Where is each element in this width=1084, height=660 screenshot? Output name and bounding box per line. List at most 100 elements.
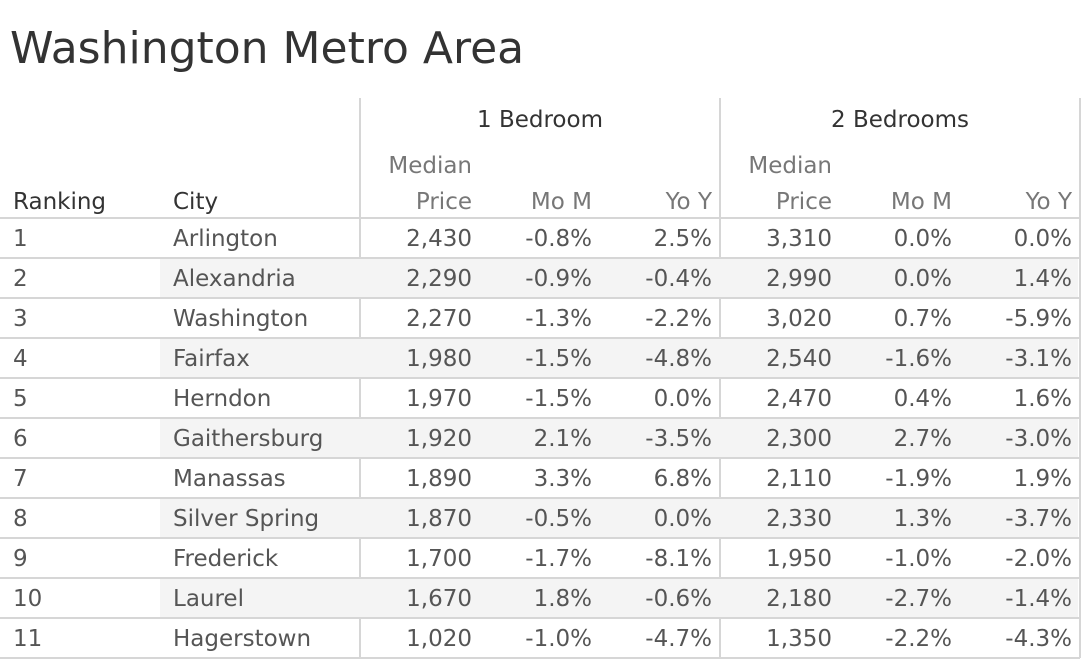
cell-2br-mom: 1.3% <box>893 506 952 532</box>
cell-2br-yoy: -3.7% <box>1005 506 1072 532</box>
cell-2br-yoy: 1.6% <box>1013 386 1072 412</box>
row-divider <box>0 617 1080 619</box>
cell-city: Manassas <box>173 466 286 492</box>
row-band <box>160 579 1078 619</box>
cell-2br-yoy: -2.0% <box>1005 546 1072 572</box>
cell-1br-mom: 1.8% <box>533 586 592 612</box>
cell-1br-price: 1,920 <box>406 426 472 452</box>
cell-2br-yoy: 1.4% <box>1013 266 1072 292</box>
row-divider <box>0 457 1080 459</box>
cell-rank: 8 <box>13 506 28 532</box>
cell-2br-price: 1,950 <box>766 546 832 572</box>
row-divider <box>0 417 1080 419</box>
header-median-top-1: Median <box>388 153 472 179</box>
row-divider <box>0 297 1080 299</box>
cell-city: Washington <box>173 306 309 332</box>
cell-1br-yoy: -3.5% <box>645 426 712 452</box>
group-header-2-bedrooms: 2 Bedrooms <box>831 107 969 133</box>
cell-city: Herndon <box>173 386 272 412</box>
cell-rank: 4 <box>13 346 28 372</box>
cell-1br-price: 2,290 <box>406 266 472 292</box>
cell-2br-mom: -1.0% <box>885 546 952 572</box>
cell-rank: 11 <box>13 626 43 652</box>
cell-1br-yoy: -0.4% <box>645 266 712 292</box>
cell-1br-mom: -0.9% <box>525 266 592 292</box>
page-title: Washington Metro Area <box>10 23 525 74</box>
cell-1br-yoy: 6.8% <box>653 466 712 492</box>
row-divider <box>0 577 1080 579</box>
cell-1br-price: 1,980 <box>406 346 472 372</box>
cell-1br-price: 2,430 <box>406 226 472 252</box>
cell-2br-mom: -1.9% <box>885 466 952 492</box>
cell-1br-mom: -1.5% <box>525 346 592 372</box>
cell-1br-mom: -0.5% <box>525 506 592 532</box>
cell-1br-yoy: -0.6% <box>645 586 712 612</box>
cell-1br-yoy: -2.2% <box>645 306 712 332</box>
header-underline-left <box>0 217 360 219</box>
cell-city: Silver Spring <box>173 506 320 532</box>
cell-rank: 5 <box>13 386 28 412</box>
cell-2br-price: 2,470 <box>766 386 832 412</box>
cell-2br-mom: 0.4% <box>893 386 952 412</box>
cell-2br-mom: 0.0% <box>893 226 952 252</box>
cell-2br-mom: 0.0% <box>893 266 952 292</box>
header-mom-1: Mo M <box>530 189 592 215</box>
row-divider <box>0 497 1080 499</box>
cell-1br-mom: -1.0% <box>525 626 592 652</box>
cell-2br-yoy: -5.9% <box>1005 306 1072 332</box>
group-header-1-bedroom: 1 Bedroom <box>477 107 603 133</box>
header-price-2: Price <box>775 189 832 215</box>
cell-2br-yoy: 1.9% <box>1013 466 1072 492</box>
cell-2br-price: 3,310 <box>766 226 832 252</box>
cell-rank: 3 <box>13 306 28 332</box>
cell-rank: 7 <box>13 466 28 492</box>
row-divider <box>0 257 1080 259</box>
cell-2br-yoy: -1.4% <box>1005 586 1072 612</box>
cell-city: Fairfax <box>173 346 250 372</box>
cell-rank: 1 <box>13 226 28 252</box>
cell-2br-mom: 2.7% <box>893 426 952 452</box>
cell-1br-price: 1,970 <box>406 386 472 412</box>
cell-city: Arlington <box>173 226 278 252</box>
cell-1br-price: 1,020 <box>406 626 472 652</box>
cell-2br-price: 3,020 <box>766 306 832 332</box>
cell-rank: 9 <box>13 546 28 572</box>
cell-city: Gaithersburg <box>173 426 324 452</box>
cell-1br-yoy: -8.1% <box>645 546 712 572</box>
cell-2br-price: 2,540 <box>766 346 832 372</box>
cell-city: Hagerstown <box>173 626 312 652</box>
cell-1br-price: 1,670 <box>406 586 472 612</box>
row-band <box>160 419 1078 459</box>
cell-1br-yoy: -4.8% <box>645 346 712 372</box>
cell-2br-price: 2,990 <box>766 266 832 292</box>
cell-city: Laurel <box>173 586 244 612</box>
cell-1br-price: 1,870 <box>406 506 472 532</box>
header-underline-right <box>360 217 1080 219</box>
row-divider <box>0 377 1080 379</box>
cell-2br-price: 2,300 <box>766 426 832 452</box>
cell-rank: 2 <box>13 266 28 292</box>
cell-2br-price: 2,110 <box>766 466 832 492</box>
cell-1br-price: 1,700 <box>406 546 472 572</box>
cell-2br-mom: -2.2% <box>885 626 952 652</box>
cell-city: Frederick <box>173 546 279 572</box>
row-band <box>160 339 1078 379</box>
cell-1br-mom: -0.8% <box>525 226 592 252</box>
cell-city: Alexandria <box>173 266 296 292</box>
cell-2br-yoy: -4.3% <box>1005 626 1072 652</box>
cell-2br-yoy: -3.1% <box>1005 346 1072 372</box>
header-mom-2: Mo M <box>890 189 952 215</box>
divider-right <box>1079 98 1081 658</box>
cell-2br-mom: -1.6% <box>885 346 952 372</box>
header-yoy-2: Yo Y <box>1025 189 1072 215</box>
header-yoy-1: Yo Y <box>665 189 712 215</box>
cell-2br-mom: -2.7% <box>885 586 952 612</box>
cell-2br-price: 2,330 <box>766 506 832 532</box>
cell-1br-mom: 2.1% <box>533 426 592 452</box>
cell-1br-price: 2,270 <box>406 306 472 332</box>
cell-1br-mom: -1.5% <box>525 386 592 412</box>
cell-2br-yoy: -3.0% <box>1005 426 1072 452</box>
cell-1br-yoy: 2.5% <box>653 226 712 252</box>
cell-1br-mom: -1.3% <box>525 306 592 332</box>
